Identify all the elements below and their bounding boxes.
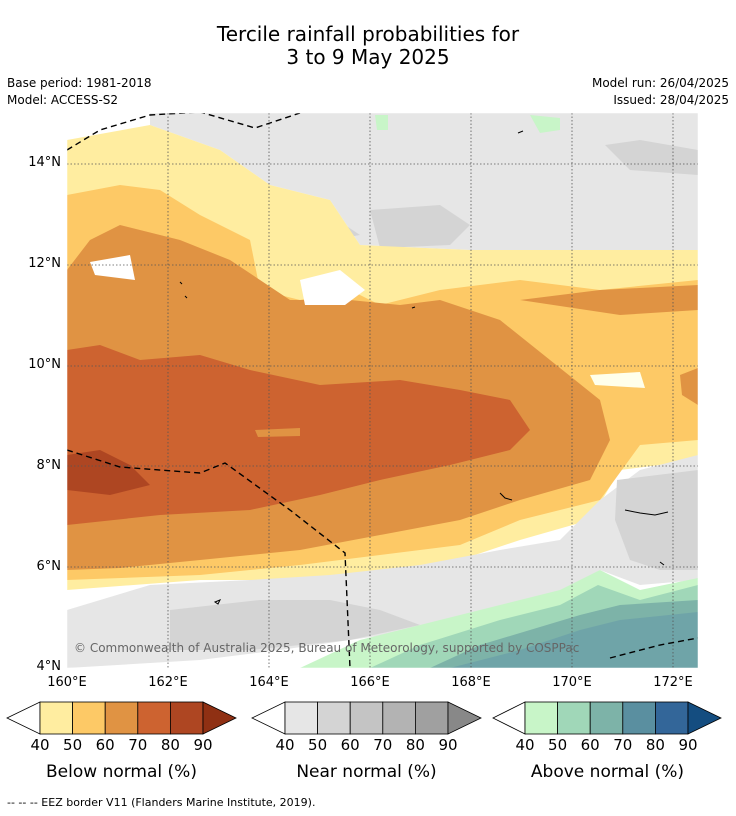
colorbar-tick-label: 70 xyxy=(373,736,393,754)
colorbar-above-normal xyxy=(492,701,722,735)
lat-label-14n: 14°N xyxy=(28,155,61,170)
below-normal-60-east-edge-area xyxy=(680,368,698,405)
near-normal-50-south-area xyxy=(170,600,420,650)
colorbar-extend-low xyxy=(492,701,526,735)
near-normal-50-north-east-area xyxy=(605,140,698,175)
lon-label-166e: 166°E xyxy=(350,675,390,690)
colorbar-swatch xyxy=(72,701,106,735)
colorbar-extend-high xyxy=(447,701,482,735)
lon-label-162e: 162°E xyxy=(148,675,188,690)
islands xyxy=(179,130,669,605)
below-normal-60-inner-streak xyxy=(255,428,300,437)
colorbar-tick-label: 40 xyxy=(515,736,535,754)
colorbar-tick-label: 50 xyxy=(548,736,568,754)
lat-label-6n: 6°N xyxy=(36,559,62,574)
colorbar-swatch xyxy=(349,701,384,735)
legend-title-above: Above normal (%) xyxy=(530,762,685,782)
colorbar-below-normal xyxy=(6,701,237,735)
colorbar-swatch xyxy=(589,701,624,735)
colorbar-tick-label: 40 xyxy=(30,736,50,754)
colorbar-swatch xyxy=(104,701,139,735)
eez-border xyxy=(67,113,698,668)
lon-label-172e: 172°E xyxy=(653,675,693,690)
pale-gap-east xyxy=(590,372,645,388)
colorbar-near-normal xyxy=(251,701,482,735)
copyright-notice: © Commonwealth of Australia 2025, Bureau… xyxy=(74,641,580,655)
near-normal-north-east-area xyxy=(380,113,698,185)
colorbar-swatch xyxy=(39,701,73,735)
eez-footnote: -- -- -- EEZ border V11 (Flanders Marine… xyxy=(7,796,316,809)
colorbar-tick-label: 60 xyxy=(95,736,115,754)
colorbar-swatch xyxy=(284,701,318,735)
colorbar-tick-label: 90 xyxy=(438,736,458,754)
legend-title-below: Below normal (%) xyxy=(46,762,197,782)
base-period: Base period: 1981-2018 xyxy=(7,76,152,90)
colorbar-swatch xyxy=(382,701,416,735)
colorbar-tick-label: 50 xyxy=(63,736,83,754)
lat-label-4n: 4°N xyxy=(36,659,62,674)
above-normal-north-patch xyxy=(530,115,560,133)
colorbar-tick-label: 40 xyxy=(275,736,295,754)
white-gap-west xyxy=(90,255,135,280)
model-run: Model run: 26/04/2025 xyxy=(591,76,729,90)
colorbar-extend-high xyxy=(202,701,237,735)
lon-label-168e: 168°E xyxy=(451,675,491,690)
colorbar-swatch xyxy=(622,701,656,735)
map-title-line1: Tercile rainfall probabilities for xyxy=(216,22,520,46)
map-fill xyxy=(67,113,698,668)
colorbar-tick-label: 90 xyxy=(193,736,213,754)
colorbar-tick-label: 60 xyxy=(580,736,600,754)
lat-label-12n: 12°N xyxy=(28,256,61,271)
colorbar-tick-label: 90 xyxy=(678,736,698,754)
white-gap-center xyxy=(300,270,365,305)
lon-label-160e: 160°E xyxy=(47,675,87,690)
colorbar-tick-label: 80 xyxy=(160,736,180,754)
lon-label-170e: 170°E xyxy=(552,675,592,690)
colorbar-tick-label: 80 xyxy=(645,736,665,754)
graticule xyxy=(67,113,698,668)
below-normal-80-area xyxy=(67,450,150,495)
colorbar-extend-high xyxy=(687,701,722,735)
colorbar-swatch xyxy=(317,701,351,735)
issued-date: Issued: 28/04/2025 xyxy=(613,93,729,107)
colorbar-swatch xyxy=(169,701,204,735)
legend-title-near: Near normal (%) xyxy=(296,762,437,782)
lat-label-10n: 10°N xyxy=(28,357,61,372)
colorbar-tick-label: 50 xyxy=(308,736,328,754)
model-name: Model: ACCESS-S2 xyxy=(7,93,119,107)
colorbar-swatch xyxy=(137,701,171,735)
colorbar-tick-label: 70 xyxy=(613,736,633,754)
below-normal-60-east-area xyxy=(520,285,698,315)
colorbar-tick-label: 80 xyxy=(405,736,425,754)
colorbar-swatch xyxy=(557,701,591,735)
colorbar-swatch xyxy=(524,701,558,735)
above-normal-70-area xyxy=(450,612,698,668)
lon-label-164e: 164°E xyxy=(249,675,289,690)
near-normal-50-east-area xyxy=(615,470,698,570)
map-title-line2: 3 to 9 May 2025 xyxy=(286,45,450,69)
colorbar-swatch xyxy=(414,701,449,735)
colorbar-extend-low xyxy=(251,701,286,735)
above-normal-north-sliver xyxy=(375,115,388,130)
colorbar-extend-low xyxy=(6,701,41,735)
colorbar-swatch xyxy=(655,701,689,735)
near-normal-50-north-center-area xyxy=(370,205,470,248)
colorbar-tick-label: 70 xyxy=(128,736,148,754)
lat-label-8n: 8°N xyxy=(36,458,62,473)
colorbar-tick-label: 60 xyxy=(340,736,360,754)
